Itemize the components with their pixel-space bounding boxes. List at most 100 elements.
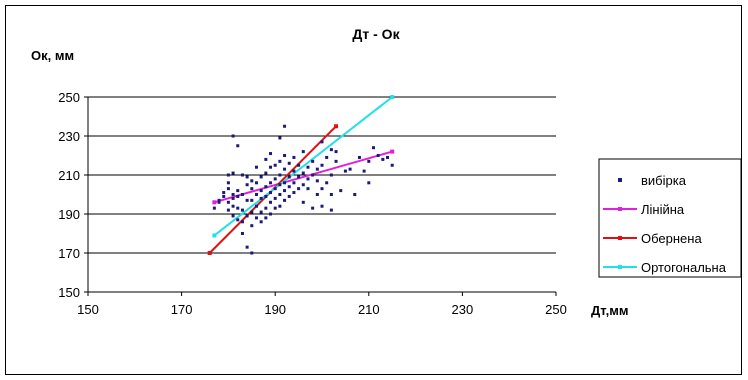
scatter-point-1 [217, 200, 221, 204]
scatter-point-108 [329, 173, 333, 177]
scatter-point-53 [269, 212, 273, 216]
scatter-point-4 [222, 191, 226, 195]
scatter-point-90 [301, 150, 305, 154]
scatter-point-115 [353, 193, 357, 196]
series-line-3-end-marker [390, 95, 395, 99]
scatter-point-12 [231, 196, 235, 200]
legend-marker-2 [618, 236, 622, 240]
scatter-point-113 [343, 169, 347, 173]
scatter-point-104 [325, 181, 329, 185]
x-axis-label: Дт,мм [591, 303, 629, 318]
scatter-point-7 [226, 187, 230, 191]
scatter-point-69 [278, 136, 282, 140]
scatter-point-9 [226, 173, 230, 177]
scatter-point-25 [240, 173, 244, 177]
y-tick-label-0: 150 [58, 285, 80, 300]
scatter-point-87 [301, 200, 305, 204]
scatter-point-109 [329, 148, 333, 152]
scatter-point-16 [236, 218, 240, 222]
scatter-point-123 [386, 155, 390, 159]
scatter-point-58 [269, 152, 273, 156]
scatter-point-11 [231, 204, 235, 208]
series-line-2-start-marker [207, 251, 212, 255]
scatter-point-0 [212, 206, 216, 210]
scatter-point-84 [297, 187, 301, 191]
scatter-point-116 [357, 155, 361, 159]
scatter-point-71 [283, 189, 287, 193]
scatter-point-56 [269, 181, 273, 185]
scatter-point-31 [250, 251, 254, 255]
scatter-point-114 [348, 167, 352, 171]
x-tick-label-4: 230 [452, 302, 474, 317]
chart-title: Дт - Ок [352, 26, 400, 42]
scatter-point-52 [264, 157, 268, 161]
legend: вибірка Лінійна Обернена Ортогональна [598, 158, 742, 278]
scatter-point-96 [311, 159, 315, 163]
scatter-point-85 [297, 175, 301, 179]
scatter-point-68 [278, 159, 282, 163]
scatter-point-2 [217, 198, 221, 202]
scatter-point-117 [362, 169, 366, 173]
legend-box [598, 158, 742, 278]
scatter-point-65 [278, 193, 282, 196]
scatter-point-99 [315, 167, 319, 171]
scatter-point-97 [315, 193, 319, 196]
y-tick-label-2: 190 [58, 207, 80, 222]
scatter-point-30 [245, 175, 249, 179]
legend-label-2: Обернена [641, 231, 702, 246]
scatter-point-78 [287, 175, 291, 179]
scatter-point-122 [381, 157, 385, 161]
scatter-point-103 [320, 140, 324, 144]
scatter-point-61 [273, 187, 277, 191]
x-tick-label-1: 170 [171, 302, 193, 317]
scatter-point-91 [306, 187, 310, 191]
scatter-point-44 [259, 196, 263, 200]
scatter-point-28 [245, 198, 249, 202]
scatter-point-77 [287, 185, 291, 189]
scatter-point-33 [250, 210, 254, 214]
scatter-point-42 [259, 220, 263, 224]
scatter-point-38 [254, 204, 258, 208]
series-line-2-end-marker [334, 124, 339, 129]
y-tick-label-5: 250 [58, 90, 80, 105]
scatter-point-112 [339, 189, 343, 193]
y-tick-label-3: 210 [58, 168, 80, 183]
legend-marker-3 [618, 265, 622, 269]
scatter-point-63 [273, 163, 277, 167]
x-tick-label-3: 210 [358, 302, 380, 317]
scatter-point-83 [292, 155, 296, 159]
scatter-point-57 [269, 165, 273, 169]
scatter-point-8 [226, 181, 230, 185]
scatter-point-47 [264, 216, 268, 220]
scatter-point-41 [254, 165, 258, 169]
scatter-point-98 [315, 179, 319, 183]
scatter-point-29 [245, 183, 249, 187]
scatter-point-37 [254, 216, 258, 220]
scatter-point-120 [371, 146, 375, 150]
scatter-point-105 [325, 155, 329, 159]
scatter-point-36 [250, 179, 254, 183]
scatter-point-62 [273, 177, 277, 181]
scatter-point-21 [240, 232, 244, 235]
series-line-3-start-marker [212, 233, 217, 238]
scatter-point-118 [367, 181, 371, 185]
scatter-point-23 [240, 208, 244, 212]
scatter-point-101 [320, 187, 324, 191]
x-tick-label-5: 250 [545, 302, 567, 317]
scatter-point-70 [283, 198, 287, 202]
scatter-point-13 [231, 193, 235, 196]
legend-items: вибірка Лінійна Обернена Ортогональна [603, 173, 727, 275]
scatter-point-95 [311, 173, 315, 177]
series-line-1-end-marker [390, 149, 395, 154]
scatter-point-26 [245, 245, 249, 249]
scatter-point-76 [287, 194, 291, 198]
x-tick-label-2: 190 [264, 302, 286, 317]
scatter-point-86 [297, 163, 301, 167]
y-tick-label-4: 230 [58, 129, 80, 144]
scatter-point-107 [329, 193, 333, 196]
scatter-point-79 [287, 161, 291, 165]
scatter-point-80 [292, 191, 296, 195]
scatter-point-100 [320, 204, 324, 208]
scatter-point-45 [259, 189, 263, 193]
scatter-point-18 [236, 194, 240, 198]
